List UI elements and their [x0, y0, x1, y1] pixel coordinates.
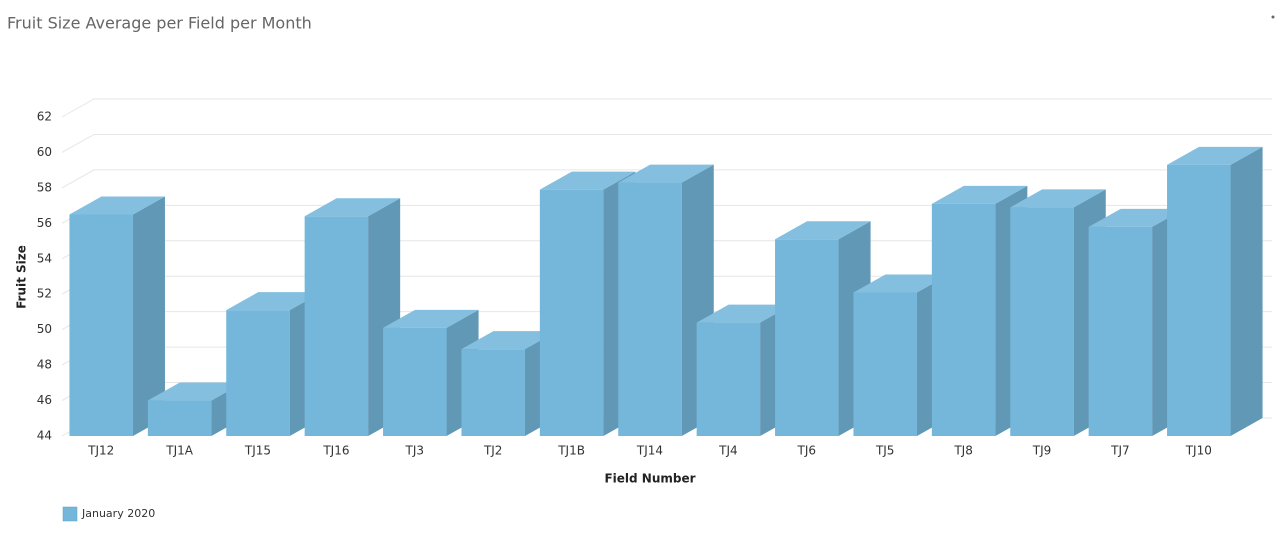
- bar-top: [931, 185, 1028, 204]
- bar-top-tint: [383, 309, 479, 328]
- bar-top: [69, 196, 165, 215]
- x-tick-label: TJ6: [797, 444, 817, 458]
- y-tick-label: 54: [37, 251, 52, 265]
- bar-side-shade: [1230, 146, 1263, 436]
- bar: [69, 214, 133, 436]
- bar: [1010, 207, 1074, 436]
- bar-top-tint: [1167, 146, 1263, 165]
- bar-top: [775, 221, 871, 240]
- x-tick-label: TJ10: [1185, 444, 1212, 458]
- x-tick-label: TJ3: [405, 444, 425, 458]
- bar-top-tint: [1088, 208, 1185, 227]
- y-tick-label: 50: [37, 322, 52, 336]
- bar: [1088, 226, 1153, 436]
- y-tick-label: 44: [37, 429, 52, 443]
- grid-line: [61, 169, 1272, 189]
- bar-side: [132, 196, 165, 436]
- bar-top: [1010, 189, 1106, 208]
- x-tick-label: TJ8: [953, 444, 973, 458]
- bar-top: [147, 382, 244, 401]
- bar: [1167, 164, 1231, 436]
- bar-top: [226, 292, 322, 311]
- bar: [775, 239, 839, 436]
- x-tick-label: TJ7: [1110, 444, 1130, 458]
- bar-top: [1088, 208, 1185, 227]
- x-tick-label: TJ9: [1032, 444, 1052, 458]
- bar-top-tint: [775, 221, 871, 240]
- y-tick-label: 62: [37, 110, 52, 124]
- bar-side-shade: [132, 196, 165, 436]
- x-tick-label: TJ1B: [557, 444, 585, 458]
- bar-top: [304, 198, 401, 217]
- x-tick-label: TJ1A: [165, 444, 194, 458]
- bar-top: [539, 171, 636, 190]
- x-tick-label: TJ5: [875, 444, 895, 458]
- x-axis-title: Field Number: [604, 472, 695, 486]
- x-tick-label: TJ4: [718, 444, 738, 458]
- legend-label: January 2020: [81, 507, 155, 520]
- y-tick-label: 52: [37, 287, 52, 301]
- legend-swatch: [62, 506, 78, 522]
- y-tick-label: 60: [37, 145, 52, 159]
- bar: [618, 182, 682, 436]
- y-tick-label: 48: [37, 358, 52, 372]
- bar: [696, 322, 761, 436]
- bar-top: [1167, 146, 1263, 165]
- y-axis-title: Fruit Size: [15, 245, 29, 309]
- bar: [461, 349, 525, 436]
- bar-top: [853, 274, 949, 293]
- bar-top-tint: [696, 304, 793, 323]
- bar-top-tint: [1010, 189, 1106, 208]
- bar-top: [618, 164, 714, 183]
- bar-top: [383, 309, 479, 328]
- bar: [304, 216, 369, 436]
- x-tick-label: TJ12: [87, 444, 114, 458]
- menu-dot[interactable]: [1271, 15, 1275, 19]
- bar-top-tint: [539, 171, 636, 190]
- x-tick-label: TJ2: [483, 444, 503, 458]
- y-tick-label: 56: [37, 216, 52, 230]
- bar: [383, 327, 447, 436]
- bar: [931, 203, 996, 436]
- bar-top: [696, 304, 793, 323]
- y-tick-label: 58: [37, 180, 52, 194]
- bar-top-tint: [69, 196, 165, 215]
- bar: [147, 400, 212, 436]
- bar-top-tint: [461, 331, 557, 350]
- chart-title: Fruit Size Average per Field per Month: [7, 14, 312, 33]
- bar: [853, 292, 917, 436]
- bar-top-tint: [304, 198, 401, 217]
- grid-line: [61, 133, 1272, 153]
- x-tick-label: TJ16: [322, 444, 349, 458]
- bar-top-tint: [147, 382, 244, 401]
- bar-top-tint: [226, 292, 322, 311]
- bar-top-tint: [853, 274, 949, 293]
- bar-side: [1230, 146, 1263, 436]
- y-tick-label: 46: [37, 393, 52, 407]
- grid-line: [61, 98, 1272, 118]
- x-tick-label: TJ14: [636, 444, 663, 458]
- bar: [539, 189, 604, 436]
- bar: [226, 310, 290, 436]
- x-tick-label: TJ15: [244, 444, 271, 458]
- bar-top: [461, 331, 557, 350]
- bar-top-tint: [931, 185, 1028, 204]
- bar-top-tint: [618, 164, 714, 183]
